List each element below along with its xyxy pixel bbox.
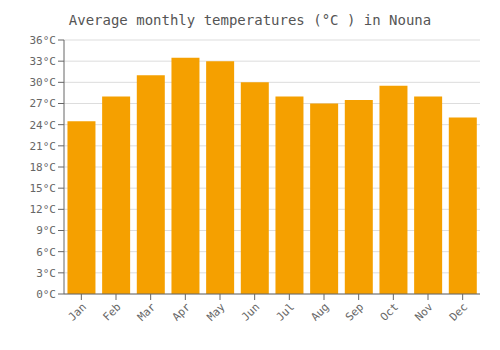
svg-text:Oct: Oct: [378, 300, 401, 323]
svg-text:27°C: 27°C: [30, 97, 57, 110]
html-text:Average monthly temperatures (: Average monthly temperatures (°C ) in No…: [68, 12, 432, 28]
svg-text:Nov: Nov: [412, 300, 436, 324]
svg-text:0°C: 0°C: [36, 288, 56, 301]
svg-text:24°C: 24°C: [30, 119, 57, 132]
svg-text:15°C: 15°C: [30, 182, 57, 195]
svg-text:3°C: 3°C: [36, 267, 56, 280]
svg-text:33°C: 33°C: [30, 55, 57, 68]
svg-text:36°C: 36°C: [30, 34, 57, 47]
svg-text:Feb: Feb: [100, 300, 123, 323]
svg-text:6°C: 6°C: [36, 246, 56, 259]
svg-text:Jun: Jun: [239, 300, 262, 323]
svg-text:Mar: Mar: [135, 300, 159, 324]
svg-text:Aug: Aug: [308, 300, 331, 323]
svg-text:12°C: 12°C: [30, 203, 57, 216]
svg-text:9°C: 9°C: [36, 224, 56, 237]
svg-text:30°C: 30°C: [30, 76, 57, 89]
svg-text:Sep: Sep: [343, 300, 366, 323]
svg-text:May: May: [204, 300, 228, 324]
svg-text:Dec: Dec: [447, 300, 470, 323]
svg-text:18°C: 18°C: [30, 161, 57, 174]
svg-text:Apr: Apr: [170, 300, 194, 324]
svg-text:Jan: Jan: [66, 300, 89, 323]
svg-text:Jul: Jul: [274, 300, 297, 323]
svg-text:21°C: 21°C: [30, 140, 57, 153]
